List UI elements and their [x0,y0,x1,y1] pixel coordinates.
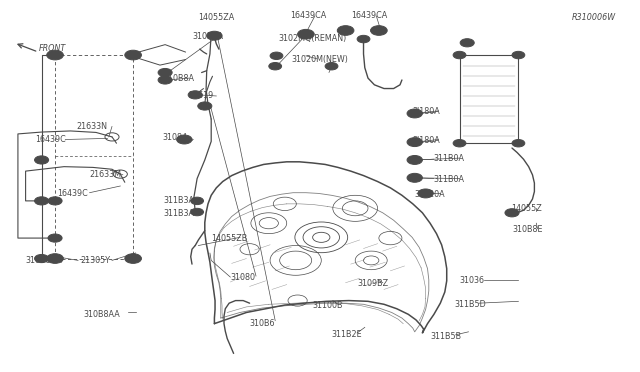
Text: 311B5B: 311B5B [430,332,461,341]
Text: 311B5D: 311B5D [454,300,486,309]
Text: 311B3A: 311B3A [164,209,195,218]
Ellipse shape [191,197,204,205]
Ellipse shape [407,173,422,182]
Ellipse shape [158,76,172,84]
Ellipse shape [407,138,422,147]
Ellipse shape [48,234,62,242]
Text: 311B3A: 311B3A [164,196,195,205]
Text: 310B8A: 310B8A [192,32,223,41]
Ellipse shape [418,189,433,198]
Text: 310B8AA: 310B8AA [83,310,120,319]
Text: 310B8A: 310B8A [163,74,194,83]
Ellipse shape [270,52,283,60]
Text: 21633M: 21633M [90,170,122,179]
Text: 16439CA: 16439CA [290,12,326,20]
Text: 21633N: 21633N [77,122,108,131]
Bar [460,55,518,143]
Ellipse shape [512,140,525,147]
Ellipse shape [505,209,519,217]
Ellipse shape [47,254,63,263]
Ellipse shape [177,135,192,144]
Text: 31036: 31036 [460,276,484,285]
Ellipse shape [35,156,49,164]
Ellipse shape [371,26,387,35]
Text: 311B0A: 311B0A [434,154,465,163]
Ellipse shape [407,155,422,164]
Ellipse shape [125,50,141,60]
Ellipse shape [337,26,354,35]
Ellipse shape [453,140,466,147]
Text: 31080: 31080 [230,273,255,282]
Text: 16439C: 16439C [35,135,66,144]
Text: 3l180A: 3l180A [413,107,440,116]
Text: 14055ZB: 14055ZB [211,234,248,243]
Ellipse shape [453,51,466,59]
Ellipse shape [47,50,63,60]
Ellipse shape [158,68,172,77]
Text: 21305Y: 21305Y [80,256,110,265]
Text: 16439C: 16439C [58,189,88,198]
Ellipse shape [125,254,141,263]
Text: 310B6: 310B6 [250,319,275,328]
Ellipse shape [357,35,370,43]
Text: 3102MQ(REMAN): 3102MQ(REMAN) [278,34,347,43]
Ellipse shape [198,102,212,110]
Ellipse shape [460,39,474,47]
Ellipse shape [48,197,62,205]
Text: 31020M(NEW): 31020M(NEW) [291,55,348,64]
Text: 31084: 31084 [163,133,188,142]
Text: 21619: 21619 [189,92,214,100]
Text: 14055ZA: 14055ZA [198,13,235,22]
Text: 14055Z: 14055Z [511,204,541,213]
Text: R310006W: R310006W [572,13,616,22]
Ellipse shape [512,51,525,59]
Ellipse shape [207,31,222,40]
Ellipse shape [191,208,204,216]
Ellipse shape [407,109,422,118]
Text: 310B8AA: 310B8AA [26,256,62,265]
Ellipse shape [188,91,202,99]
Text: 3109BZ: 3109BZ [357,279,388,288]
Text: 311B0A: 311B0A [434,175,465,184]
Ellipse shape [298,29,314,39]
Ellipse shape [325,62,338,70]
Text: 310B8E: 310B8E [512,225,543,234]
Text: 311B2E: 311B2E [332,330,362,339]
Text: 31020A: 31020A [415,190,445,199]
Text: FRONT: FRONT [38,44,66,53]
Ellipse shape [35,254,49,263]
Text: 3l180A: 3l180A [413,136,440,145]
Ellipse shape [35,197,49,205]
Text: 16439CA: 16439CA [351,12,387,20]
Ellipse shape [269,62,282,70]
Text: 31100B: 31100B [312,301,343,310]
